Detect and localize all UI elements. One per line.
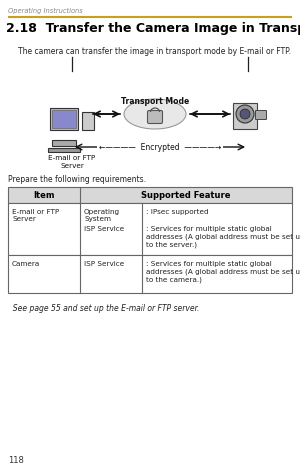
Text: The camera can transfer the image in transport mode by E-mail or FTP.: The camera can transfer the image in tra… xyxy=(18,47,291,56)
Text: : IPsec supported: : IPsec supported xyxy=(146,208,208,214)
Text: E-mail or FTP
Server: E-mail or FTP Server xyxy=(12,208,59,222)
Text: ISP Service: ISP Service xyxy=(84,225,124,232)
FancyBboxPatch shape xyxy=(8,204,292,256)
Ellipse shape xyxy=(124,100,186,130)
Text: 2.18  Transfer the Camera Image in Transport Mode: 2.18 Transfer the Camera Image in Transp… xyxy=(6,22,300,35)
Circle shape xyxy=(236,106,254,124)
Text: E-mail or FTP
Server: E-mail or FTP Server xyxy=(48,155,96,168)
Text: 118: 118 xyxy=(8,455,24,463)
Text: Prepare the following requirements.: Prepare the following requirements. xyxy=(8,175,146,184)
FancyBboxPatch shape xyxy=(8,256,292,294)
FancyBboxPatch shape xyxy=(148,111,163,124)
Text: Operating
System: Operating System xyxy=(84,208,120,222)
FancyBboxPatch shape xyxy=(52,141,76,147)
Text: : Services for multiple static global
addresses (A global address must be set up: : Services for multiple static global ad… xyxy=(146,225,300,247)
Text: Transport Mode: Transport Mode xyxy=(121,97,189,106)
Text: ISP Service: ISP Service xyxy=(84,260,124,266)
FancyBboxPatch shape xyxy=(256,111,266,120)
FancyBboxPatch shape xyxy=(48,149,80,153)
FancyBboxPatch shape xyxy=(8,188,292,204)
Text: Camera: Camera xyxy=(12,260,40,266)
FancyBboxPatch shape xyxy=(233,104,257,130)
Text: Item: Item xyxy=(33,191,55,200)
Text: See page 55 and set up the E-mail or FTP server.: See page 55 and set up the E-mail or FTP… xyxy=(8,303,200,313)
Text: Supported Feature: Supported Feature xyxy=(141,191,231,200)
FancyBboxPatch shape xyxy=(82,113,94,131)
FancyBboxPatch shape xyxy=(52,111,76,129)
Circle shape xyxy=(240,110,250,120)
Text: ←————  Encrypted  ————→: ←———— Encrypted ————→ xyxy=(99,143,221,152)
FancyBboxPatch shape xyxy=(50,109,78,131)
Text: Operating Instructions: Operating Instructions xyxy=(8,8,83,14)
Text: : Services for multiple static global
addresses (A global address must be set up: : Services for multiple static global ad… xyxy=(146,260,300,282)
